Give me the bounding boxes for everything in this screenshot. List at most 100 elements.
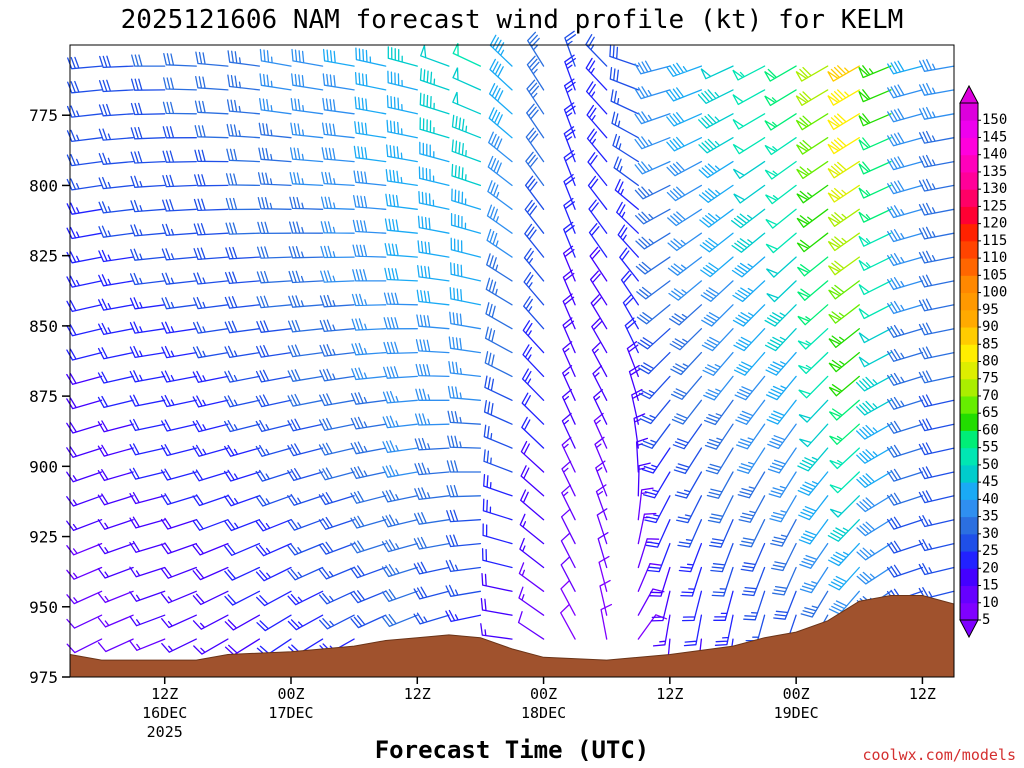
wind-barb (350, 490, 387, 504)
wind-barb (450, 262, 482, 282)
wind-barb (706, 471, 734, 499)
credit-link[interactable]: coolwx.com/models (862, 746, 1016, 764)
wind-barb (886, 540, 924, 554)
wind-barb (192, 614, 229, 630)
wind-barb (735, 399, 766, 425)
colorbar-swatch (960, 516, 978, 535)
colorbar-label: 85 (982, 336, 999, 352)
wind-barb (484, 351, 513, 378)
wind-barb (828, 280, 860, 300)
wind-barb (288, 221, 324, 234)
wind-barb (319, 614, 355, 630)
wind-barb (634, 184, 671, 200)
wind-barb (482, 498, 513, 521)
wind-barb (291, 73, 324, 91)
wind-barb (381, 539, 418, 553)
wind-barb (129, 638, 166, 651)
wind-barb (918, 515, 955, 528)
wind-barb (256, 590, 292, 607)
wind-barb (563, 126, 576, 163)
wind-barb (225, 246, 261, 260)
wind-barb (488, 131, 513, 163)
colorbar-swatch (960, 120, 978, 138)
wind-barb (593, 389, 608, 425)
wind-barb (624, 317, 639, 354)
wind-barb (795, 65, 829, 82)
wind-barb (766, 256, 797, 278)
wind-barb (586, 128, 608, 163)
wind-barb (350, 392, 387, 405)
wind-barb (700, 280, 734, 302)
wind-barb (318, 467, 355, 481)
terrain-fill (69, 595, 955, 678)
wind-barb (66, 348, 103, 361)
wind-barb (522, 344, 545, 378)
wind-barb (193, 296, 229, 310)
wind-barb (419, 92, 450, 115)
wind-barb (322, 97, 355, 115)
wind-barb (451, 163, 482, 187)
wind-barb (163, 52, 197, 67)
wind-barb (481, 573, 513, 592)
wind-barb (828, 328, 860, 349)
wind-barb (634, 86, 671, 100)
wind-barb (799, 423, 829, 448)
wind-barb (162, 199, 197, 212)
y-tick-label: 825 (29, 247, 58, 266)
wind-barb (918, 274, 955, 288)
wind-barb (413, 586, 450, 600)
wind-barb (597, 532, 609, 569)
wind-barb (681, 590, 703, 622)
wind-barb (162, 126, 197, 139)
wind-barb (192, 542, 229, 556)
colorbar-label: 50 (982, 457, 999, 473)
wind-barb (828, 375, 860, 397)
wind-barb (585, 81, 608, 115)
wind-barb (827, 232, 860, 252)
wind-barb (160, 493, 197, 506)
wind-barb (585, 57, 608, 91)
wind-barb (886, 444, 924, 458)
wind-barb (887, 348, 924, 362)
colorbar-label: 15 (982, 578, 999, 594)
wind-barb (796, 184, 829, 204)
wind-barb (772, 566, 797, 596)
wind-barb (417, 240, 450, 258)
wind-barb (764, 160, 797, 180)
colorbar-swatch (960, 240, 978, 259)
wind-barb (193, 198, 229, 212)
wind-barb (886, 420, 924, 434)
wind-barb (257, 172, 292, 187)
colorbar-label: 115 (982, 233, 1007, 249)
wind-barb (743, 590, 766, 621)
wind-barb (666, 112, 703, 127)
wind-barb (416, 314, 450, 330)
wind-barb (287, 443, 324, 457)
wind-barb (856, 542, 892, 561)
wind-barb (160, 517, 197, 530)
wind-barb (764, 304, 797, 327)
wind-barb (611, 111, 639, 139)
wind-barb (637, 614, 668, 640)
wind-barb (768, 471, 797, 498)
colorbar-label: 80 (982, 354, 999, 370)
wind-barb (446, 484, 482, 498)
wind-barb (610, 89, 639, 115)
wind-barb (800, 590, 829, 618)
wind-barb (480, 623, 513, 640)
wind-barb (517, 611, 545, 640)
wind-barb (799, 566, 829, 594)
wind-barb (670, 351, 703, 376)
wind-barb (666, 62, 703, 77)
wind-barb (858, 184, 892, 199)
wind-barb (255, 469, 292, 482)
x-tick-label: 00Z (530, 685, 557, 703)
wind-barb (797, 328, 829, 350)
wind-barb (645, 519, 671, 548)
wind-barb (415, 363, 450, 378)
wind-barb (609, 67, 639, 91)
wind-barb (321, 122, 355, 139)
colorbar-swatch (960, 395, 978, 414)
wind-barb (130, 224, 166, 237)
wind-barb (713, 590, 734, 621)
